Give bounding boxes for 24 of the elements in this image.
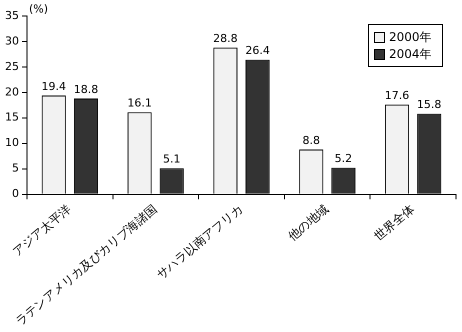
y-tick-label: 0 xyxy=(12,187,19,200)
data-label: 5.1 xyxy=(163,152,181,166)
y-tick-label: 35 xyxy=(4,8,19,22)
y-tick-label: 15 xyxy=(4,110,19,124)
y-tick-label: 20 xyxy=(4,85,19,98)
data-label: 17.6 xyxy=(384,88,410,102)
data-label: 8.8 xyxy=(302,134,320,147)
data-label: 19.4 xyxy=(42,80,66,93)
data-label: 26.4 xyxy=(245,44,270,58)
y-tick-label: 30 xyxy=(4,34,19,48)
x-tick-label: アジア太平洋 xyxy=(10,202,74,259)
data-label: 15.8 xyxy=(416,98,442,112)
data-label: 5.2 xyxy=(334,152,352,166)
y-tick-label: 25 xyxy=(4,60,19,73)
data-label: 18.8 xyxy=(74,82,98,96)
y-axis-title: (%) xyxy=(28,2,48,16)
x-tick-label: 他の地域 xyxy=(285,202,332,244)
y-tick-label: 10 xyxy=(4,136,19,150)
data-label: 16.1 xyxy=(127,96,152,110)
data-label: 28.8 xyxy=(213,32,238,45)
legend-label: 2004年 xyxy=(389,47,432,62)
legend-label: 2000年 xyxy=(389,30,432,44)
x-tick-label: 世界全体 xyxy=(371,202,418,244)
y-tick-label: 5 xyxy=(12,162,19,175)
